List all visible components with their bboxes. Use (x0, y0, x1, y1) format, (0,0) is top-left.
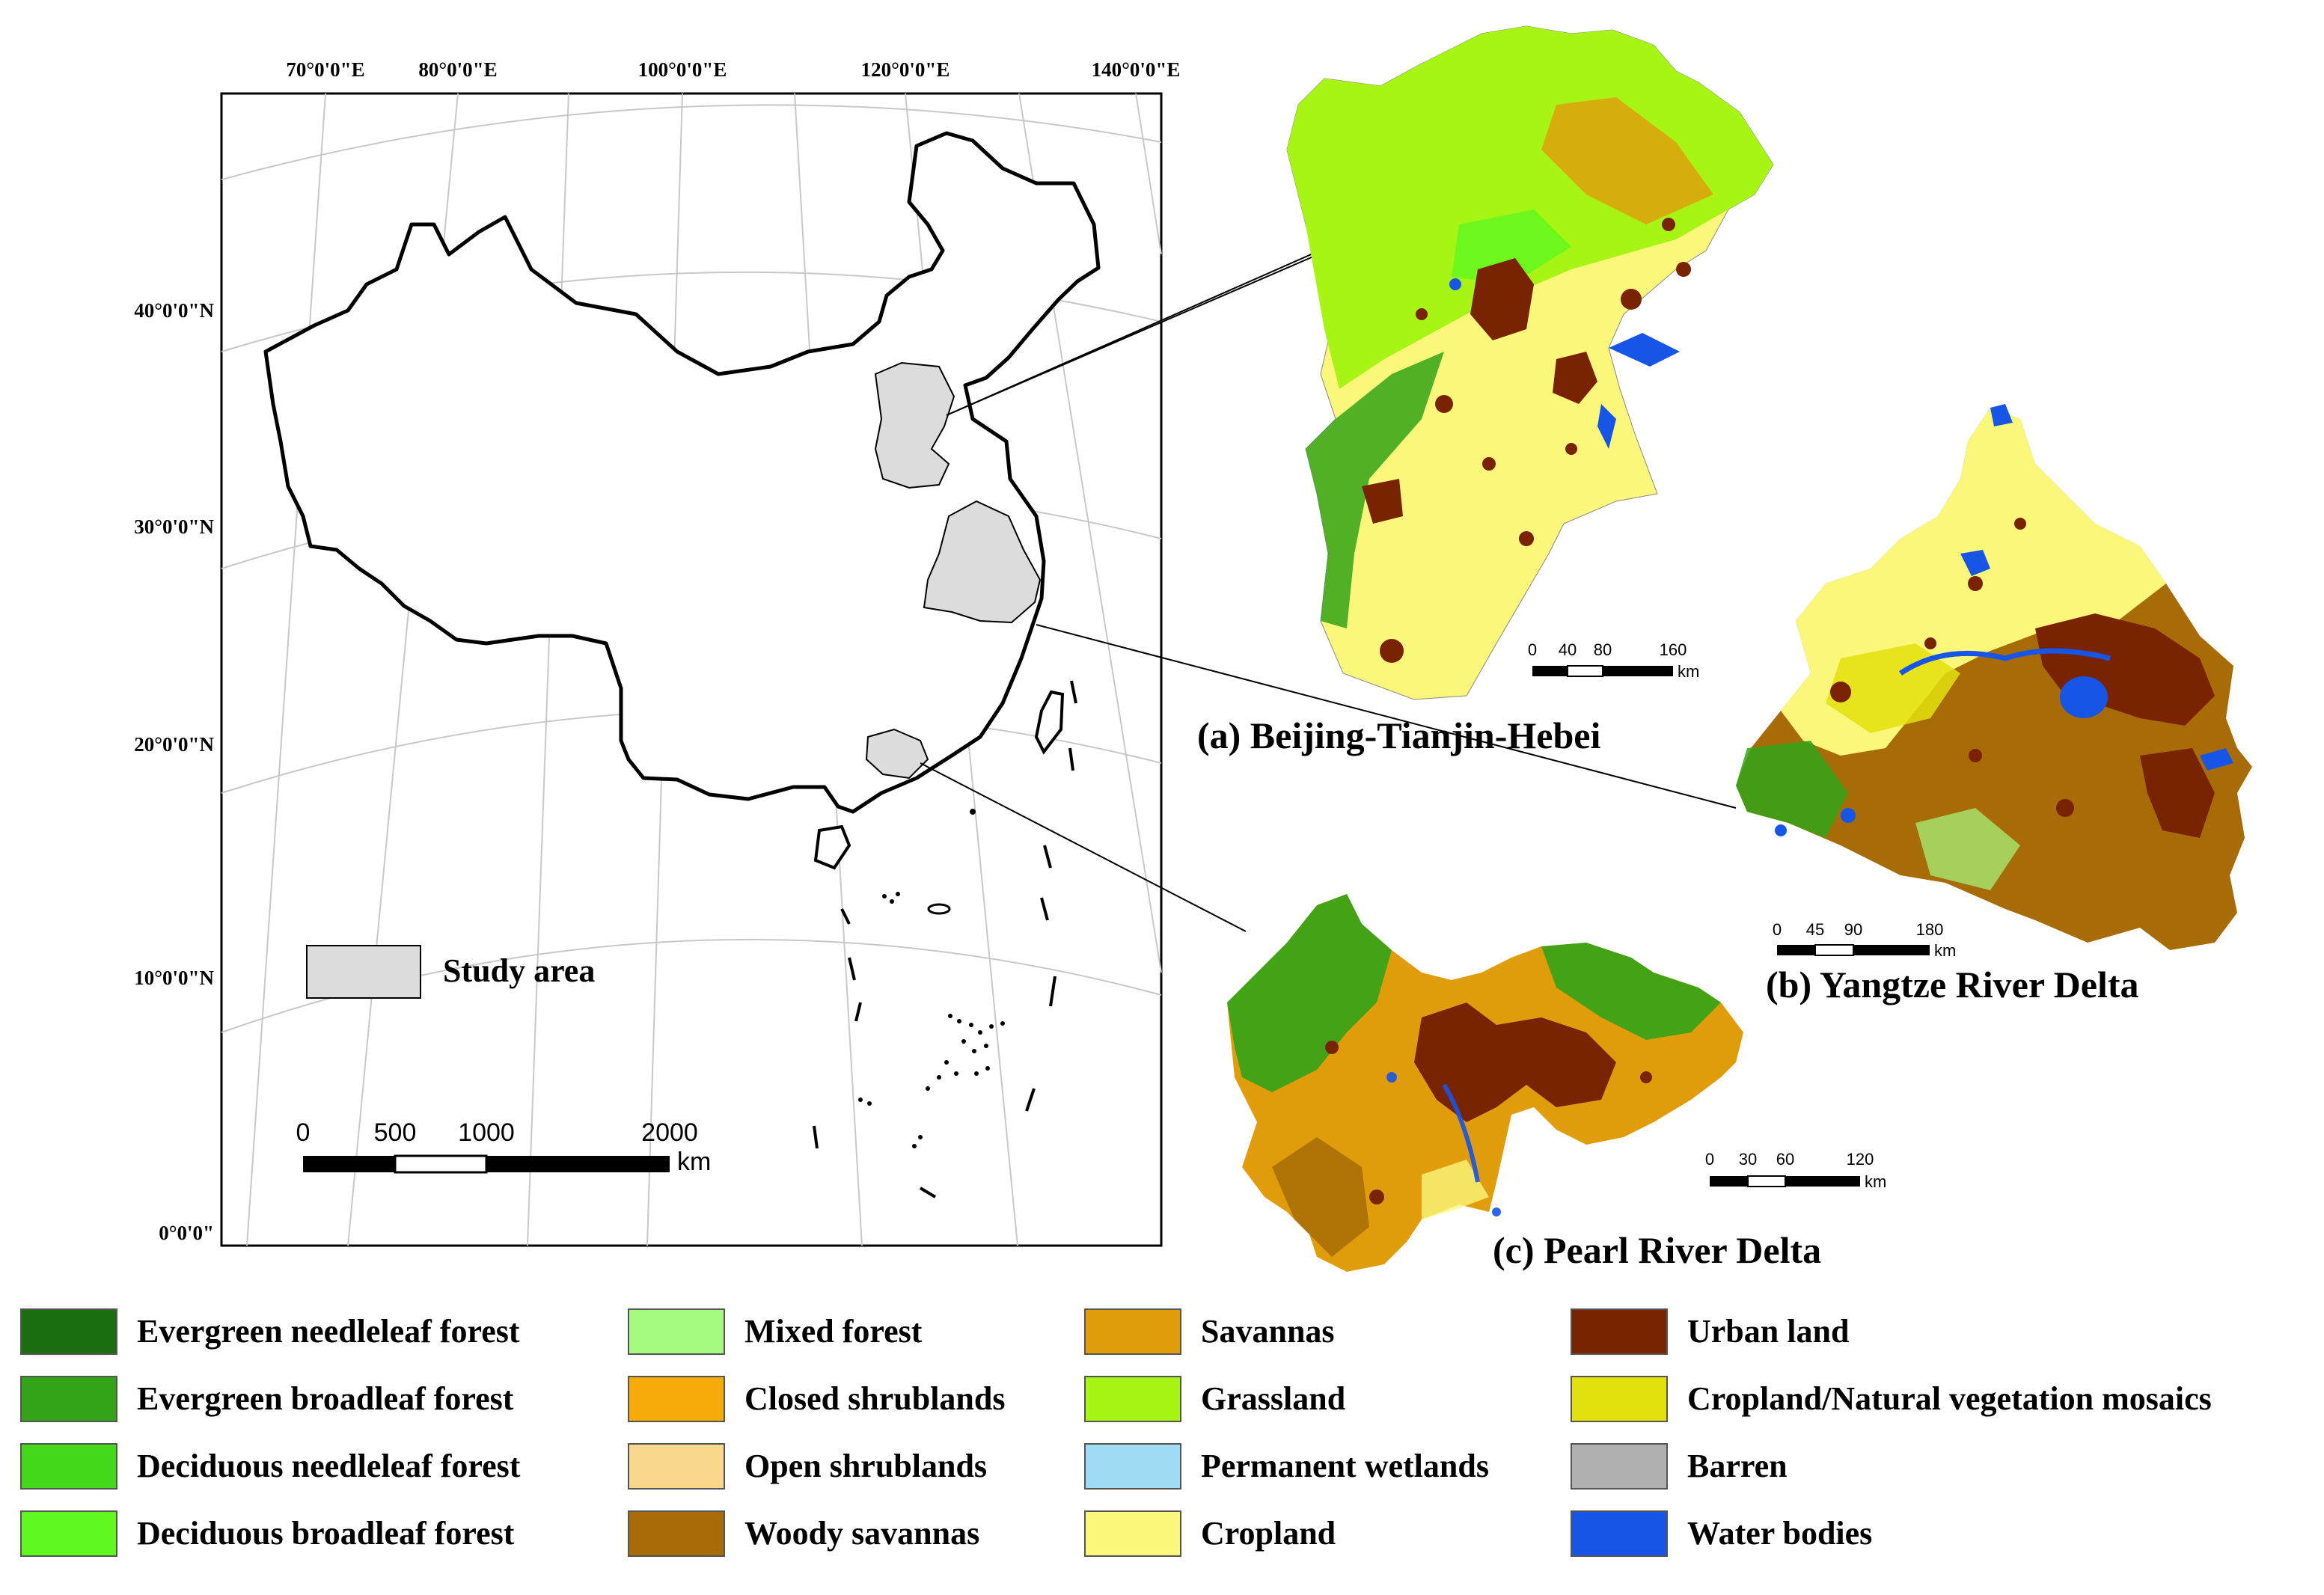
legend-swatch (1571, 1376, 1668, 1422)
legend-label: Urban land (1687, 1313, 1849, 1350)
svg-text:45: 45 (1806, 920, 1824, 939)
legend-swatch (20, 1376, 117, 1422)
longitude-label: 120°0'0"E (861, 58, 950, 81)
region-map-pearl-river-delta: (c) Pearl River Delta 0 30 60 120 km (1227, 894, 1886, 1272)
svg-text:1000: 1000 (458, 1118, 515, 1147)
scale-bar-b: 0 45 90 180 km (1773, 920, 1956, 960)
legend-swatch (1571, 1443, 1668, 1490)
legend-label: Deciduous broadleaf forest (137, 1515, 515, 1552)
legend-label: Closed shrublands (744, 1380, 1005, 1417)
region-map-beijing-tianjin-hebei: (a) Beijing-Tianjin-Hebei 0 40 80 160 km (1197, 25, 1774, 756)
svg-text:30: 30 (1739, 1150, 1757, 1169)
land-cover-legend: Evergreen needleleaf forest Evergreen bro… (20, 1308, 2212, 1557)
svg-text:2000: 2000 (641, 1118, 698, 1147)
svg-text:180: 180 (1916, 920, 1944, 939)
latitude-label: 20°0'0"N (134, 733, 214, 756)
svg-text:80: 80 (1594, 640, 1612, 659)
scale-bar-a: 0 40 80 160 km (1528, 640, 1699, 681)
region-title-yangtze-river-delta: (b) Yangtze River Delta (1766, 964, 2139, 1005)
legend-swatch (1084, 1376, 1181, 1422)
legend-swatch (1084, 1510, 1181, 1557)
legend-label: Barren (1687, 1448, 1788, 1484)
legend-label: Mixed forest (744, 1313, 923, 1350)
study-area-swatch (306, 945, 421, 999)
legend-swatch (628, 1510, 725, 1557)
legend-swatch (628, 1443, 725, 1490)
svg-text:60: 60 (1776, 1150, 1794, 1169)
region-map-yangtze-river-delta: (b) Yangtze River Delta 0 45 90 180 km (1736, 404, 2252, 1005)
island-dots (858, 809, 1005, 1148)
svg-text:0: 0 (1773, 920, 1782, 939)
svg-text:km: km (1865, 1172, 1886, 1191)
legend-swatch (628, 1376, 725, 1422)
legend-label: Deciduous needleleaf forest (137, 1448, 521, 1484)
svg-text:km: km (1934, 941, 1956, 960)
svg-text:120: 120 (1847, 1150, 1874, 1169)
latitude-label: 0°0'0" (159, 1222, 214, 1244)
latitude-label: 30°0'0"N (134, 515, 214, 538)
longitude-label: 100°0'0"E (638, 58, 727, 81)
legend-swatch (20, 1443, 117, 1490)
legend-swatch (20, 1308, 117, 1355)
svg-text:0: 0 (1705, 1150, 1714, 1169)
legend-label: Open shrublands (744, 1448, 987, 1484)
study-area-label: Study area (443, 952, 595, 989)
china-outline (263, 131, 1101, 814)
leader-lines (920, 246, 1737, 932)
legend-label: Woody savannas (744, 1515, 979, 1552)
latitude-label: 40°0'0"N (134, 299, 214, 322)
svg-text:160: 160 (1660, 640, 1687, 659)
legend-swatch (1084, 1308, 1181, 1355)
legend-label: Permanent wetlands (1201, 1448, 1489, 1484)
legend-swatch (1084, 1443, 1181, 1490)
latitude-label: 10°0'0"N (134, 967, 214, 989)
longitude-label: 80°0'0"E (418, 58, 497, 81)
main-scale-bar: 0 500 1000 2000 km (296, 1118, 712, 1176)
legend-label: Cropland (1201, 1515, 1336, 1552)
study-area-pearl-river-delta (865, 728, 929, 780)
svg-text:km: km (677, 1148, 711, 1176)
hainan-island (813, 824, 851, 870)
region-title-pearl-river-delta: (c) Pearl River Delta (1493, 1229, 1821, 1271)
legend-label: Water bodies (1687, 1515, 1872, 1552)
svg-text:500: 500 (374, 1118, 417, 1147)
longitude-label: 140°0'0"E (1092, 58, 1181, 81)
south-china-sea-dash-line (813, 680, 1077, 1198)
legend-label: Grassland (1201, 1380, 1345, 1417)
svg-text:0: 0 (296, 1118, 311, 1147)
legend-label: Evergreen needleleaf forest (137, 1313, 520, 1350)
scale-bar-c: 0 30 60 120 km (1705, 1150, 1886, 1191)
svg-text:0: 0 (1528, 640, 1537, 659)
longitude-label: 70°0'0"E (286, 58, 364, 81)
svg-text:40: 40 (1559, 640, 1577, 659)
legend-swatch (628, 1308, 725, 1355)
legend-label: Evergreen broadleaf forest (137, 1380, 514, 1417)
legend-label: Cropland/Natural vegetation mosaics (1687, 1380, 2212, 1417)
svg-text:km: km (1678, 662, 1699, 681)
study-area-beijing-tianjin-hebei (874, 361, 955, 489)
legend-swatch (1571, 1510, 1668, 1557)
study-area-yangtze-river-delta (923, 500, 1042, 624)
legend-swatch (1571, 1308, 1668, 1355)
region-title-beijing-tianjin-hebei: (a) Beijing-Tianjin-Hebei (1197, 714, 1600, 756)
legend-swatch (20, 1510, 117, 1557)
taiwan-island (1034, 690, 1065, 755)
svg-text:90: 90 (1844, 920, 1862, 939)
legend-label: Savannas (1201, 1313, 1335, 1350)
china-overview-map: 70°0'0"E 80°0'0"E 100°0'0"E 120°0'0"E 14… (134, 58, 1737, 1247)
